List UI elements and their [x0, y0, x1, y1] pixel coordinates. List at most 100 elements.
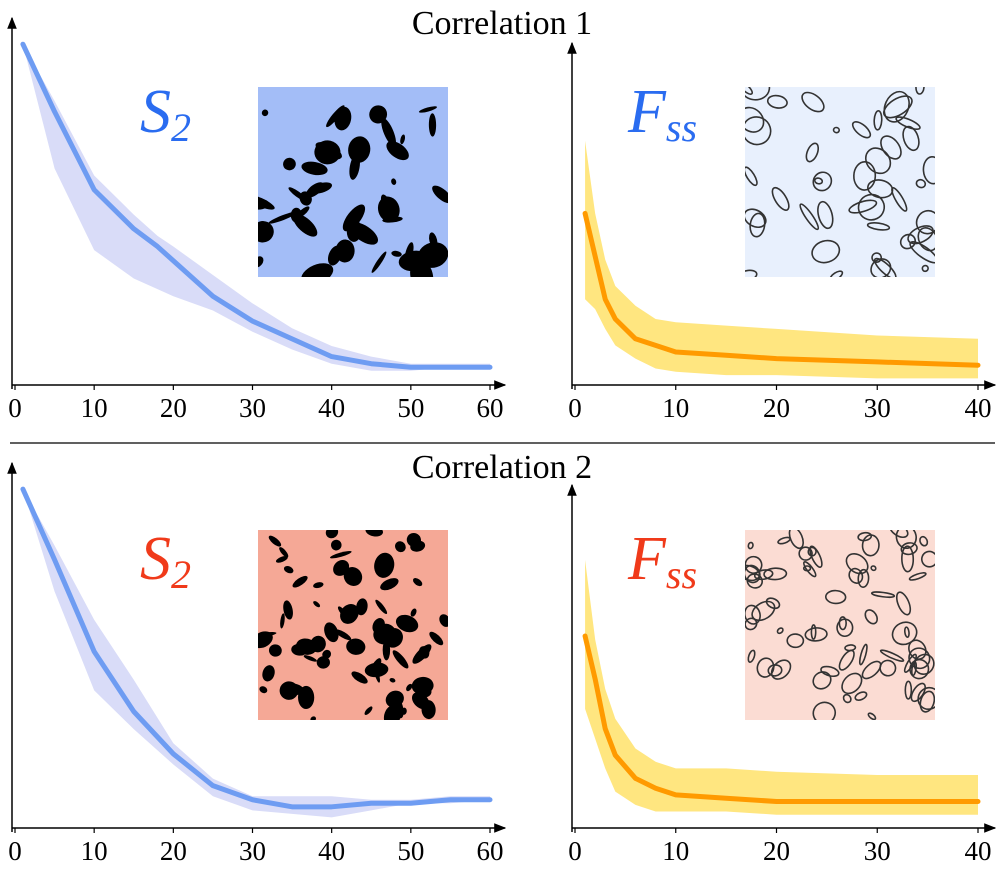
inset-blob [346, 638, 366, 655]
x-tick-label: 40 [965, 393, 992, 423]
inset-blob [880, 135, 902, 160]
inset-blob [870, 565, 877, 572]
inset-blob [836, 618, 854, 638]
inset-blob [745, 166, 758, 187]
inset-blob [282, 683, 304, 696]
inset-blob [799, 203, 820, 231]
inset-blob [873, 257, 897, 277]
inset-blob [895, 116, 921, 131]
inset-blob [305, 182, 324, 198]
inset-blob [412, 644, 432, 664]
inset-blob [351, 671, 368, 684]
x-tick-label: 30 [239, 836, 266, 866]
inset-blob [745, 617, 758, 631]
label-sub: 2 [171, 552, 191, 597]
inset-blob [258, 632, 277, 638]
inset-blob [314, 140, 341, 165]
inset-blob [804, 627, 828, 642]
inset-blob [301, 263, 334, 277]
inset-blob [766, 94, 788, 109]
inset-blob [801, 91, 825, 113]
inset-blob [879, 649, 905, 662]
inset-blob [854, 691, 868, 701]
inset-blob [415, 680, 430, 689]
inset-blob [421, 700, 436, 720]
inset-blob [771, 186, 790, 211]
inset-blob [812, 171, 833, 192]
inset-blob [322, 649, 332, 659]
inset-blob [745, 555, 763, 574]
inset-blob [365, 530, 383, 537]
inset-blob [870, 258, 892, 277]
inset-blob [369, 658, 382, 677]
inset-blob [845, 553, 869, 575]
label-main: F [627, 78, 667, 146]
inset-blob [406, 683, 413, 692]
inset-blob [829, 270, 844, 277]
inset-blob [888, 530, 909, 539]
inset-blob [853, 160, 877, 191]
x-tick-label: 20 [763, 836, 790, 866]
inset-blob [261, 109, 269, 117]
section-header: Correlation 1 [412, 5, 592, 42]
inset-blob [325, 530, 339, 539]
inset-blob [811, 239, 841, 264]
curve-label: Fss [627, 525, 697, 597]
inset-blob [903, 626, 910, 639]
x-tick-label: 50 [397, 836, 424, 866]
line [582, 210, 981, 368]
inset-blob [895, 591, 912, 616]
inset-texture [258, 105, 448, 277]
inset-blob [395, 614, 419, 633]
inset-blob [915, 178, 927, 189]
inset-blob [810, 624, 817, 640]
curve-label: S2 [140, 525, 191, 597]
inset-blob [763, 567, 788, 581]
inset-blob [262, 665, 275, 682]
inset-blob [756, 657, 775, 678]
inset-blob [915, 209, 935, 235]
inset-blob [913, 653, 935, 675]
inset-blob [292, 575, 308, 588]
inset-blob [900, 542, 918, 556]
inset-blob [803, 561, 817, 578]
inset-blob [745, 87, 754, 95]
inset-blob [275, 556, 288, 563]
inset-blob [901, 545, 915, 573]
label-main: S [140, 78, 171, 146]
inset-blob [857, 531, 873, 542]
inset-blob [919, 690, 935, 713]
inset-blob [381, 118, 396, 147]
inset-blob [356, 598, 368, 616]
inset-blob [268, 535, 282, 547]
inset-blob [883, 90, 910, 123]
inset-blob [393, 697, 404, 719]
inset-blob [348, 136, 371, 163]
inset-blob [412, 578, 423, 587]
inset-blob [410, 608, 417, 617]
inset-blob [805, 142, 820, 163]
inset-blob [283, 157, 296, 171]
inset-blob [268, 211, 298, 224]
inset-blob [398, 250, 430, 272]
inset-blob [745, 564, 761, 584]
inset-blob [330, 551, 352, 559]
inset-blob [288, 187, 307, 202]
inset-blob [747, 649, 756, 663]
inset-blob [391, 178, 397, 185]
inset-blob [343, 567, 363, 586]
inset-blob [777, 536, 791, 545]
inset-blob [858, 643, 868, 666]
inset-blob [333, 559, 350, 576]
label-sub: ss [666, 105, 697, 150]
x-tick-label: 0 [8, 393, 22, 423]
inset-blob [895, 530, 917, 549]
inset-blob [316, 656, 330, 669]
inset-blob [864, 609, 878, 625]
inset-image [745, 87, 935, 277]
inset-blob [327, 245, 342, 266]
inset-blob [838, 616, 847, 631]
line [582, 633, 981, 805]
inset-blob [418, 106, 437, 113]
